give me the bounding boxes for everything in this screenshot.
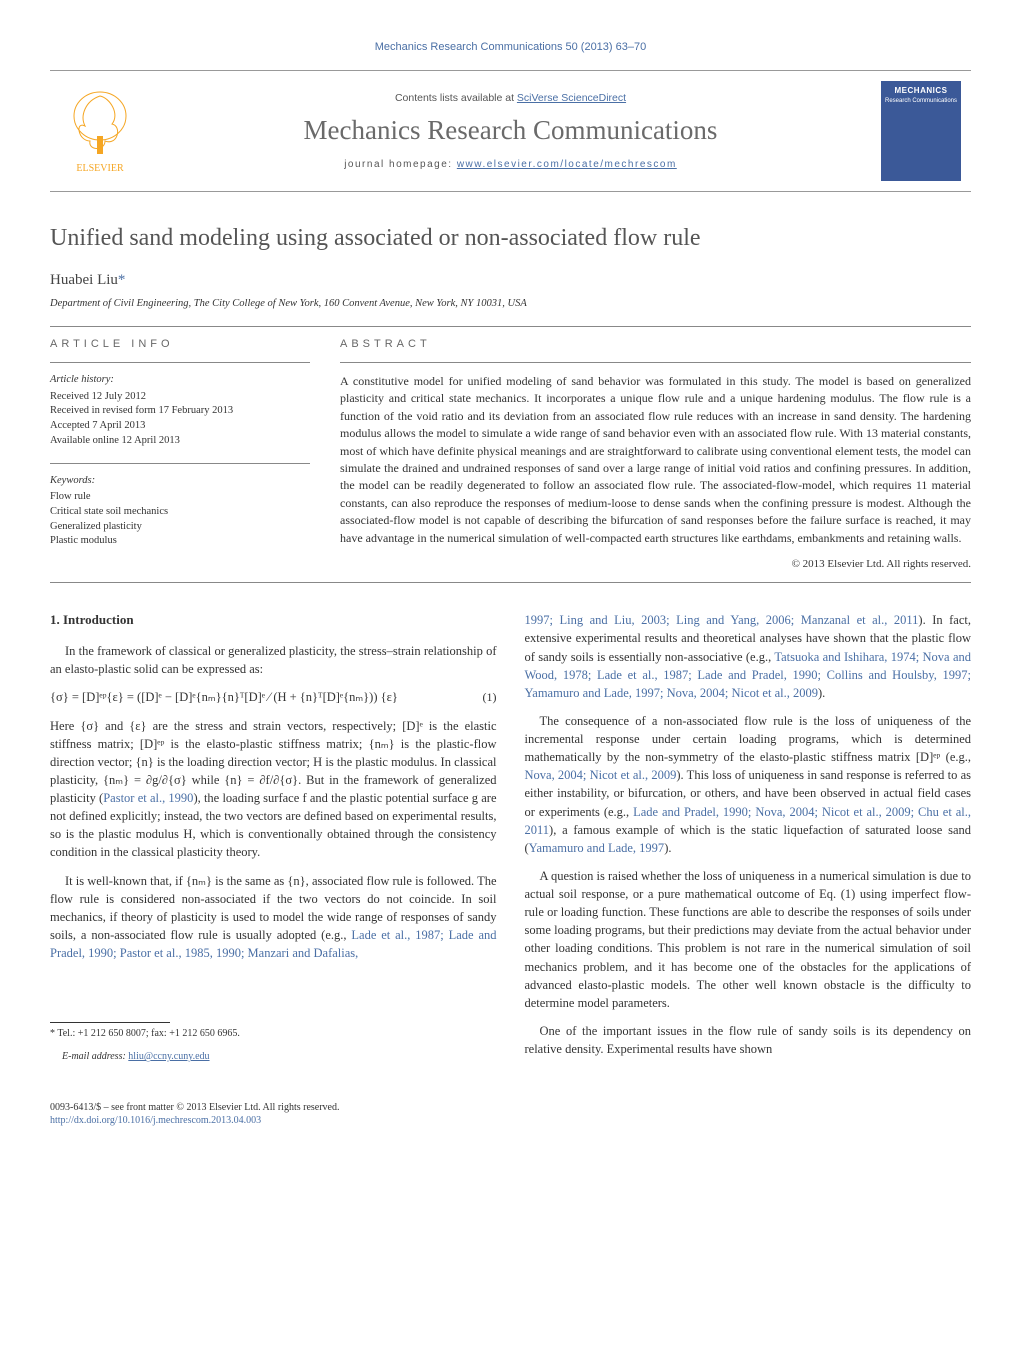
history-heading: Article history: [50, 373, 310, 388]
masthead-center: Contents lists available at SciVerse Sci… [150, 91, 871, 171]
body-paragraph: It is well-known that, if {nₘ} is the sa… [50, 872, 497, 963]
journal-homepage-link[interactable]: www.elsevier.com/locate/mechrescom [457, 159, 677, 170]
journal-cover-icon: MECHANICS Research Communications [881, 81, 961, 181]
info-rule [50, 362, 310, 363]
body-paragraph: Here {σ} and {ε} are the stress and stra… [50, 717, 497, 862]
footnote-tel: * Tel.: +1 212 650 8007; fax: +1 212 650… [50, 1027, 497, 1040]
body-paragraph: 1997; Ling and Liu, 2003; Ling and Yang,… [525, 611, 972, 702]
body-paragraph: The consequence of a non-associated flow… [525, 712, 972, 857]
history-line: Received 12 July 2012 [50, 390, 310, 405]
body-text: 1. Introduction In the framework of clas… [50, 611, 971, 1070]
keywords-heading: Keywords: [50, 474, 310, 489]
sciencedirect-link[interactable]: SciVerse ScienceDirect [517, 92, 626, 104]
publisher-logo-box: ELSEVIER [50, 86, 150, 176]
author-name: Huabei Liu [50, 272, 118, 288]
article-info-label: ARTICLE INFO [50, 337, 310, 352]
history-line: Available online 12 April 2013 [50, 434, 310, 449]
citation-link[interactable]: 1997; Ling and Liu, 2003; Ling and Yang,… [525, 613, 919, 627]
footnote-email-line: E-mail address: hliu@ccny.cuny.edu [50, 1050, 497, 1063]
abstract-copyright: © 2013 Elsevier Ltd. All rights reserved… [340, 557, 971, 572]
keyword: Critical state soil mechanics [50, 505, 310, 520]
author-email-link[interactable]: hliu@ccny.cuny.edu [128, 1051, 209, 1062]
journal-homepage-line: journal homepage: www.elsevier.com/locat… [150, 158, 871, 172]
body-paragraph: In the framework of classical or general… [50, 642, 497, 678]
abstract-column: ABSTRACT A constitutive model for unifie… [340, 337, 971, 573]
elsevier-tree-icon: ELSEVIER [60, 86, 140, 176]
author-line: Huabei Liu* [50, 270, 971, 291]
contents-available-line: Contents lists available at SciVerse Sci… [150, 91, 871, 106]
article-title: Unified sand modeling using associated o… [50, 222, 971, 256]
info-rule [50, 463, 310, 464]
article-info-column: ARTICLE INFO Article history: Received 1… [50, 337, 310, 573]
paragraph-text: ). [664, 841, 671, 855]
history-line: Accepted 7 April 2013 [50, 419, 310, 434]
info-abstract-row: ARTICLE INFO Article history: Received 1… [50, 337, 971, 573]
body-paragraph: One of the important issues in the flow … [525, 1022, 972, 1058]
abstract-rule [340, 362, 971, 363]
separator-rule [50, 582, 971, 583]
keywords-block: Keywords: Flow rule Critical state soil … [50, 474, 310, 549]
issn-line: 0093-6413/$ – see front matter © 2013 El… [50, 1101, 339, 1114]
citation-link[interactable]: Yamamuro and Lade, 1997 [529, 841, 665, 855]
cover-subtitle: Research Communications [881, 97, 961, 105]
equation-1: {σ} = [D]ᵉᵖ{ε} = ([D]ᵉ − [D]ᵉ{nₘ}{n}ᵀ[D]… [50, 688, 497, 706]
journal-cover-box: MECHANICS Research Communications [871, 81, 971, 181]
section-heading-introduction: 1. Introduction [50, 611, 497, 630]
citation-link[interactable]: Nova, 2004; Nicot et al., 2009 [525, 768, 677, 782]
corresponding-marker[interactable]: * [118, 272, 126, 288]
publisher-name: ELSEVIER [76, 163, 124, 174]
abstract-text: A constitutive model for unified modelin… [340, 373, 971, 547]
footer-left: 0093-6413/$ – see front matter © 2013 El… [50, 1101, 339, 1127]
history-line: Received in revised form 17 February 201… [50, 404, 310, 419]
paragraph-text: The consequence of a non-associated flow… [525, 714, 972, 764]
separator-rule [50, 326, 971, 327]
cover-title: MECHANICS [881, 85, 961, 96]
keyword: Flow rule [50, 490, 310, 505]
equation-number: (1) [483, 689, 497, 706]
homepage-prefix: journal homepage: [344, 159, 457, 170]
doi-link[interactable]: http://dx.doi.org/10.1016/j.mechrescom.2… [50, 1115, 261, 1126]
abstract-label: ABSTRACT [340, 337, 971, 352]
footnote-separator [50, 1022, 170, 1023]
journal-name: Mechanics Research Communications [150, 112, 871, 150]
citation-link[interactable]: Pastor et al., 1990 [103, 791, 193, 805]
article-history-block: Article history: Received 12 July 2012 R… [50, 373, 310, 448]
page-footer: 0093-6413/$ – see front matter © 2013 El… [50, 1095, 971, 1127]
footnote-block: * Tel.: +1 212 650 8007; fax: +1 212 650… [50, 1022, 497, 1063]
email-label: E-mail address: [62, 1051, 128, 1062]
keyword: Generalized plasticity [50, 520, 310, 535]
masthead: ELSEVIER Contents lists available at Sci… [50, 70, 971, 192]
keyword: Plastic modulus [50, 534, 310, 549]
body-paragraph: A question is raised whether the loss of… [525, 867, 972, 1012]
paragraph-text: ). [818, 686, 825, 700]
affiliation: Department of Civil Engineering, The Cit… [50, 297, 971, 312]
contents-prefix: Contents lists available at [395, 92, 517, 104]
equation-body: {σ} = [D]ᵉᵖ{ε} = ([D]ᵉ − [D]ᵉ{nₘ}{n}ᵀ[D]… [50, 688, 398, 706]
running-header: Mechanics Research Communications 50 (20… [50, 40, 971, 55]
